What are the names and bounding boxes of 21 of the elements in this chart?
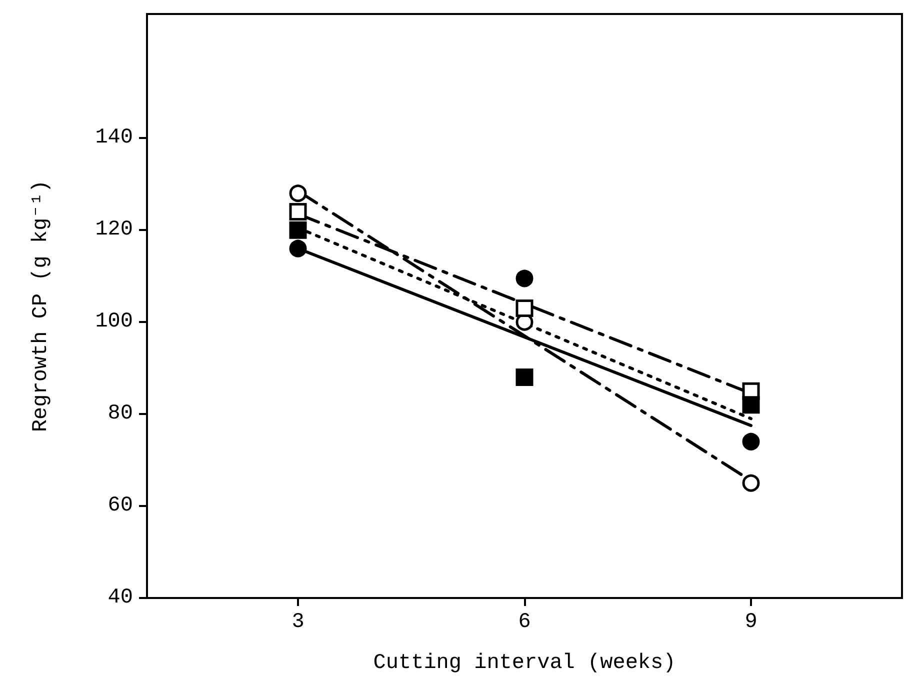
point [516,300,534,318]
point [742,396,760,414]
point [742,474,760,492]
point [289,221,307,239]
y-tick-label: 40 [108,586,133,610]
y-tick-label: 120 [95,218,133,242]
y-axis-title: Regrowth CP (g kg⁻¹) [30,180,53,432]
point [516,368,534,386]
x-tick-label: 9 [744,611,758,634]
x-tick-label: 3 [292,611,304,634]
point [742,432,760,450]
point [516,270,534,288]
x-tick-label: 6 [518,611,531,634]
y-tick-label: 100 [95,310,133,334]
y-tick-label: 80 [108,402,133,426]
point [289,240,307,258]
x-axis-title: Cutting interval (weeks) [373,652,676,675]
y-tick-label: 60 [108,494,133,518]
point [289,202,307,220]
point [289,184,307,202]
y-tick-label: 140 [95,126,133,150]
